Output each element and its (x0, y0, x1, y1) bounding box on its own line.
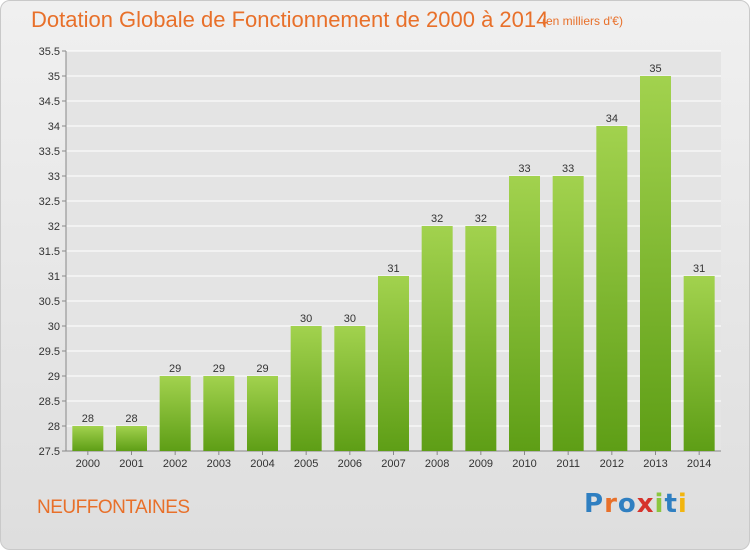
x-tick-label: 2010 (512, 458, 536, 470)
town-name: NEUFFONTAINES (37, 497, 190, 518)
x-tick-label: 2014 (687, 458, 711, 470)
data-label: 35 (649, 63, 661, 75)
bar (421, 226, 453, 451)
x-tick-label: 2013 (643, 458, 667, 470)
data-label: 32 (475, 213, 487, 225)
data-label: 31 (693, 263, 705, 275)
x-tick-label: 2001 (119, 458, 143, 470)
logo-letter: t (664, 489, 678, 519)
y-tick-label: 35 (48, 71, 60, 83)
y-tick-label: 34.5 (39, 96, 60, 108)
bar (247, 376, 278, 451)
y-tick-label: 27.5 (39, 446, 60, 458)
logo-letter: x (636, 489, 655, 519)
bar (334, 326, 366, 451)
data-label: 28 (82, 413, 94, 425)
y-tick-label: 30 (48, 321, 60, 333)
bar (465, 226, 497, 451)
chart-title: Dotation Globale de Fonctionnement de 20… (31, 7, 549, 32)
logo-letter: i (677, 489, 688, 519)
y-tick-label: 29.5 (39, 346, 60, 358)
y-tick-label: 33 (48, 171, 60, 183)
y-tick-label: 28.5 (39, 396, 60, 408)
y-tick-label: 30.5 (39, 296, 60, 308)
data-label: 33 (518, 163, 530, 175)
x-tick-label: 2003 (207, 458, 231, 470)
bar (72, 426, 104, 451)
bar (116, 426, 147, 451)
bar (159, 376, 191, 451)
bar (290, 326, 322, 451)
y-tick-label: 33.5 (39, 146, 60, 158)
logo-letter: r (604, 489, 618, 519)
data-label: 28 (125, 413, 137, 425)
x-tick-label: 2011 (556, 458, 580, 470)
y-tick-label: 28 (48, 421, 60, 433)
data-label: 30 (344, 313, 356, 325)
data-label: 34 (606, 113, 618, 125)
data-label: 29 (256, 363, 268, 375)
x-tick-label: 2000 (76, 458, 100, 470)
bar (640, 76, 671, 451)
bar (378, 276, 409, 451)
logo-letter: o (617, 489, 637, 519)
y-tick-label: 32.5 (39, 196, 60, 208)
proxiti-logo[interactable]: Proxiti (584, 489, 688, 519)
logo-letter: i (654, 489, 665, 519)
bar (509, 176, 540, 451)
y-tick-label: 31 (48, 271, 60, 283)
data-label: 29 (213, 363, 225, 375)
bar (683, 276, 715, 451)
data-label: 29 (169, 363, 181, 375)
x-tick-label: 2004 (250, 458, 274, 470)
chart-subtitle: (en milliers d'€) (542, 14, 623, 28)
logo-letter: P (584, 489, 605, 519)
data-label: 32 (431, 213, 443, 225)
x-tick-label: 2006 (338, 458, 362, 470)
x-tick-label: 2009 (469, 458, 493, 470)
data-label: 30 (300, 313, 312, 325)
data-label: 33 (562, 163, 574, 175)
x-tick-label: 2012 (600, 458, 624, 470)
y-tick-label: 29 (48, 371, 60, 383)
y-tick-label: 35.5 (39, 46, 60, 58)
x-tick-label: 2008 (425, 458, 449, 470)
bar (203, 376, 235, 451)
bar (552, 176, 584, 451)
y-tick-label: 32 (48, 221, 60, 233)
data-label: 31 (387, 263, 399, 275)
y-tick-label: 34 (48, 121, 60, 133)
x-tick-label: 2002 (163, 458, 187, 470)
y-tick-label: 31.5 (39, 246, 60, 258)
x-tick-label: 2007 (381, 458, 405, 470)
bar (596, 126, 628, 451)
x-tick-label: 2005 (294, 458, 318, 470)
